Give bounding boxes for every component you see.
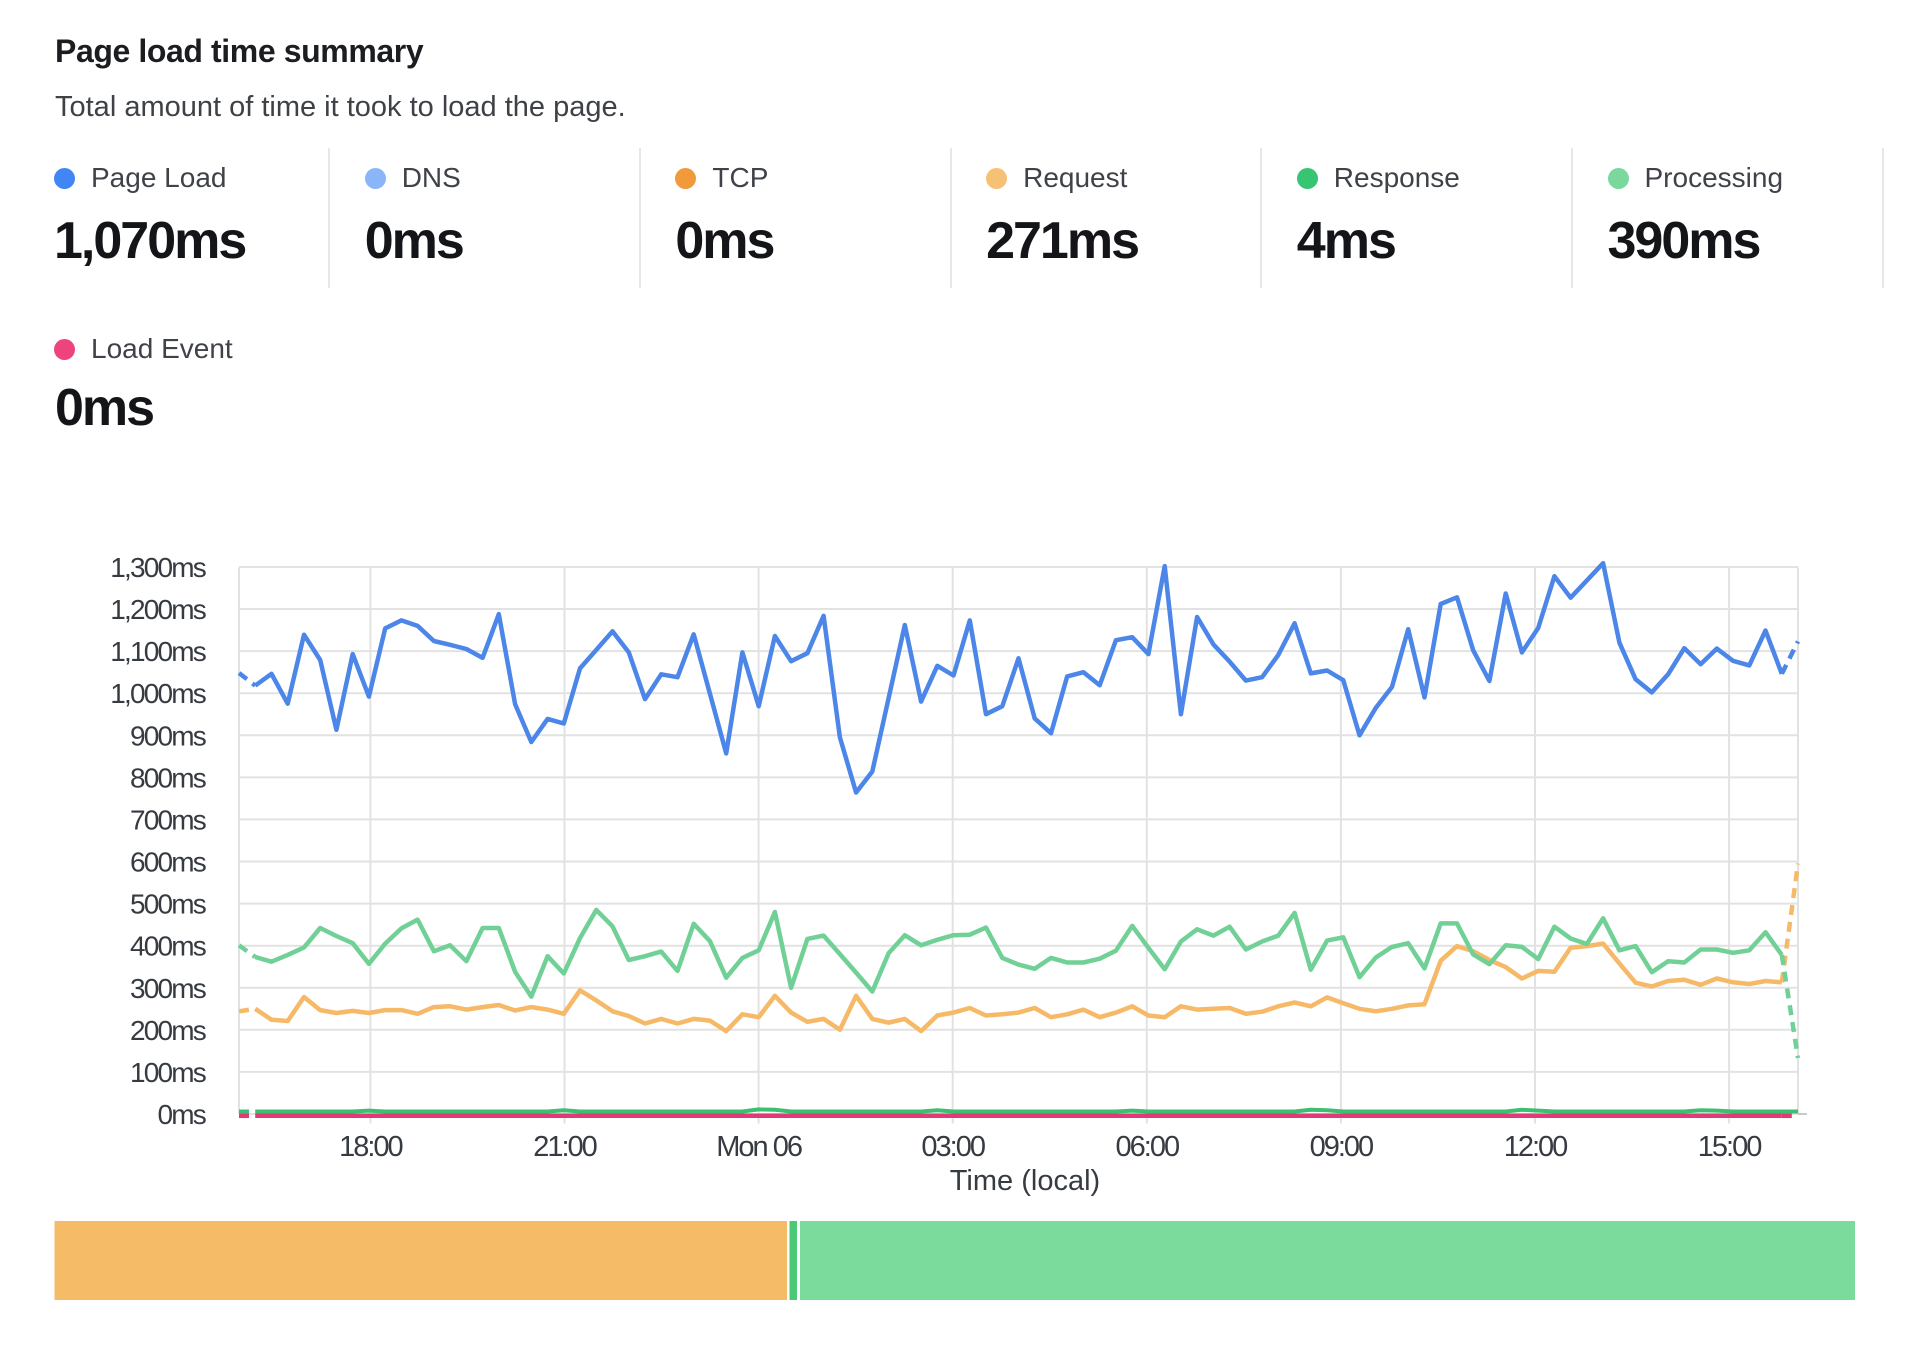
svg-text:15:00: 15:00 bbox=[1698, 1131, 1761, 1163]
svg-text:06:00: 06:00 bbox=[1116, 1131, 1179, 1163]
svg-text:100ms: 100ms bbox=[130, 1057, 206, 1088]
svg-text:900ms: 900ms bbox=[130, 720, 206, 751]
svg-text:12:00: 12:00 bbox=[1504, 1131, 1567, 1163]
svg-text:Mon 06: Mon 06 bbox=[716, 1131, 802, 1163]
svg-text:800ms: 800ms bbox=[130, 762, 206, 793]
svg-text:09:00: 09:00 bbox=[1310, 1131, 1373, 1163]
svg-text:03:00: 03:00 bbox=[921, 1131, 984, 1163]
svg-text:300ms: 300ms bbox=[130, 973, 206, 1004]
svg-text:700ms: 700ms bbox=[130, 804, 206, 835]
svg-text:1,100ms: 1,100ms bbox=[110, 636, 206, 667]
svg-text:0ms: 0ms bbox=[158, 1099, 206, 1130]
svg-text:200ms: 200ms bbox=[130, 1015, 206, 1046]
svg-text:1,000ms: 1,000ms bbox=[110, 678, 206, 709]
svg-text:1,300ms: 1,300ms bbox=[110, 552, 206, 583]
svg-text:18:00: 18:00 bbox=[339, 1131, 402, 1163]
svg-text:1,200ms: 1,200ms bbox=[110, 594, 206, 625]
svg-text:600ms: 600ms bbox=[130, 847, 206, 878]
svg-text:21:00: 21:00 bbox=[533, 1131, 596, 1163]
svg-text:Time (local): Time (local) bbox=[950, 1165, 1100, 1197]
svg-text:500ms: 500ms bbox=[130, 889, 206, 920]
svg-text:400ms: 400ms bbox=[130, 931, 206, 962]
